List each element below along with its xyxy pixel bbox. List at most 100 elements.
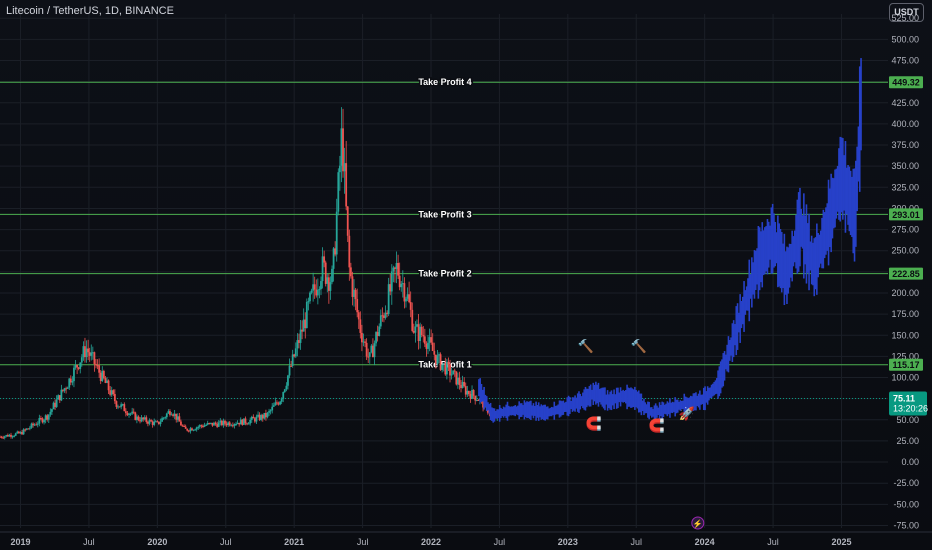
candle-body xyxy=(398,275,401,288)
candle-body xyxy=(392,267,395,272)
candle-body xyxy=(162,417,165,419)
candle-body xyxy=(395,263,398,269)
candle-body xyxy=(167,411,170,414)
candle-body xyxy=(450,374,453,376)
candle-body xyxy=(159,421,162,424)
candle-body xyxy=(153,421,156,425)
candle-body xyxy=(367,356,370,358)
candle-body xyxy=(222,420,225,426)
candle-body xyxy=(260,415,263,420)
candle-body xyxy=(242,418,245,425)
price-tick-label: 325.00 xyxy=(891,182,919,192)
candle-body xyxy=(101,370,104,382)
candle-body xyxy=(430,337,433,343)
price-tick-label: 400.00 xyxy=(891,119,919,129)
candle-body xyxy=(257,414,259,417)
candle-body xyxy=(17,431,20,434)
candle-body xyxy=(33,424,36,426)
candle-body xyxy=(88,352,91,356)
candle-body xyxy=(110,390,113,395)
candle-body xyxy=(79,362,82,369)
candle-body xyxy=(362,341,365,343)
candle-body xyxy=(353,289,355,297)
level-price-badge xyxy=(889,358,923,371)
candle-body xyxy=(471,390,473,399)
candle-body xyxy=(239,419,242,425)
candle-body xyxy=(299,329,302,343)
price-tick-label: -50.00 xyxy=(893,499,919,509)
candle-body xyxy=(120,404,123,407)
candle-body xyxy=(365,342,368,357)
candle-body xyxy=(73,367,75,382)
candle-body xyxy=(10,434,12,437)
candle-body xyxy=(406,294,409,299)
price-tick-label: 100.00 xyxy=(891,373,919,383)
candle-body xyxy=(373,343,376,358)
candle-body xyxy=(121,404,124,406)
candle-body xyxy=(90,352,93,356)
candle-body xyxy=(447,361,450,365)
candle-body xyxy=(2,437,5,439)
rocket-icon: 🚀 xyxy=(679,406,695,421)
time-tick-label: 2020 xyxy=(147,537,167,547)
currency-button[interactable]: USDT xyxy=(889,3,924,22)
candle-body xyxy=(444,363,447,375)
level-price-text: 115.17 xyxy=(892,360,919,370)
candle-body xyxy=(219,420,222,423)
candle-body xyxy=(433,350,436,355)
candle-body xyxy=(482,398,484,408)
price-tick-label: 350.00 xyxy=(891,161,919,171)
candle-body xyxy=(213,422,215,426)
candle-body xyxy=(181,425,184,427)
level-label: Take Profit 2 xyxy=(418,269,471,279)
candle-body xyxy=(11,436,14,438)
level-price-text: 449.32 xyxy=(892,78,920,88)
chart-title: Litecoin / TetherUS, 1D, BINANCE xyxy=(6,5,174,17)
candle-body xyxy=(195,427,198,430)
candle-body xyxy=(22,429,25,435)
candle-body xyxy=(307,301,310,303)
time-tick-label: 2023 xyxy=(558,537,578,547)
candle-body xyxy=(47,414,50,420)
candle-body xyxy=(411,309,414,331)
candle-body xyxy=(335,211,338,255)
candle-body xyxy=(189,428,192,432)
candle-body xyxy=(158,421,160,424)
candle-body xyxy=(246,423,248,425)
price-tick-label: 250.00 xyxy=(891,246,919,256)
candle-body xyxy=(279,401,281,405)
candle-body xyxy=(345,163,348,207)
candle-body xyxy=(338,165,341,173)
candle-body xyxy=(323,256,326,263)
candle-body xyxy=(441,364,444,370)
candle-body xyxy=(173,413,176,416)
candle-body xyxy=(165,413,168,418)
candle-body xyxy=(203,425,206,427)
candle-body xyxy=(422,335,425,337)
candle-body xyxy=(184,426,187,429)
candle-body xyxy=(175,413,178,420)
candle-body xyxy=(71,381,74,383)
candle-body xyxy=(55,399,58,407)
candle-body xyxy=(394,267,396,269)
price-tick-label: 0.00 xyxy=(901,457,919,467)
candle-body xyxy=(60,389,63,401)
candle-body xyxy=(356,299,359,313)
candle-body xyxy=(227,422,230,426)
candle-body xyxy=(169,411,171,415)
candle-body xyxy=(233,424,236,426)
candle-body xyxy=(102,370,105,379)
candle-body xyxy=(282,392,285,399)
price-tick-label: -75.00 xyxy=(893,520,919,530)
candle-body xyxy=(191,428,193,431)
candle-body xyxy=(265,412,267,418)
candle-body xyxy=(283,389,286,393)
candle-body xyxy=(342,128,344,172)
candle-body xyxy=(250,416,253,420)
candle-body xyxy=(118,406,121,408)
candle-body xyxy=(436,355,439,365)
candle-body xyxy=(36,423,39,425)
candle-body xyxy=(95,364,97,366)
candle-body xyxy=(431,342,434,351)
